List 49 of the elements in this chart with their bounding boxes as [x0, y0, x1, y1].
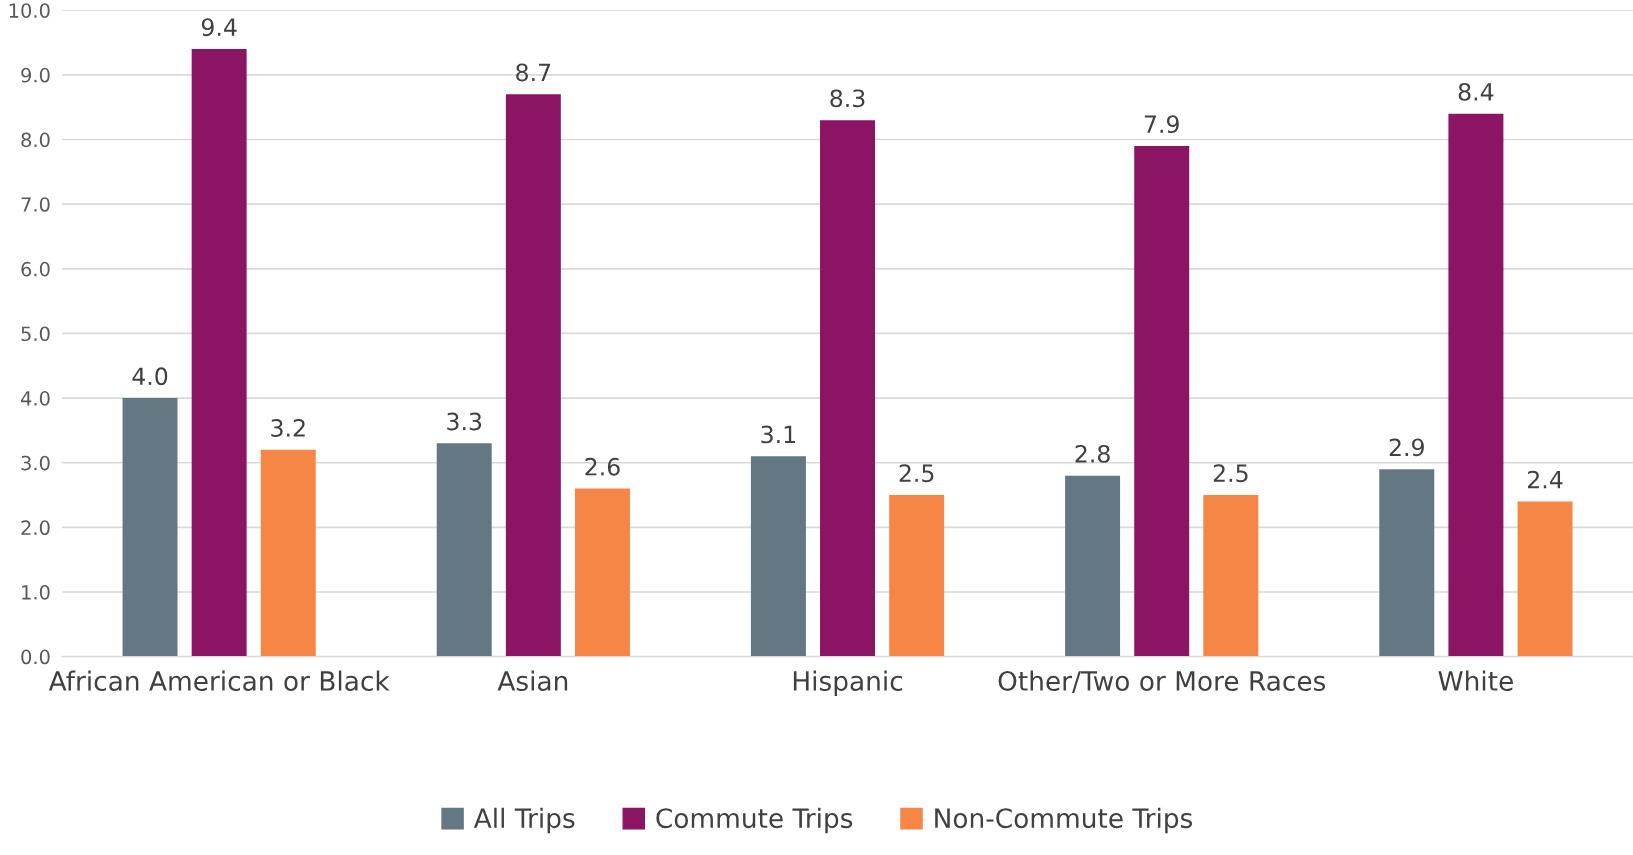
bar — [820, 120, 876, 657]
bar — [1065, 475, 1121, 657]
y-tick-label: 3.0 — [21, 455, 50, 471]
data-label: 2.8 — [1075, 444, 1110, 463]
x-tick-label: White — [1438, 670, 1513, 691]
data-label: 4.0 — [132, 367, 168, 386]
data-label: 7.9 — [1144, 115, 1179, 134]
bar — [191, 49, 247, 657]
y-tick-label: 0.0 — [21, 649, 50, 665]
bar — [260, 449, 316, 657]
data-label: 3.1 — [761, 425, 795, 444]
y-tick-label: 1.0 — [22, 584, 50, 600]
y-tick-label: 8.0 — [21, 132, 50, 148]
x-tick-label: Asian — [497, 670, 568, 691]
y-tick-label: 2.0 — [21, 520, 50, 536]
bar — [1134, 146, 1190, 657]
y-tick-label: 5.0 — [21, 326, 50, 342]
x-tick-label: Other/Two or More Races — [998, 670, 1326, 694]
legend-label: Non-Commute Trips — [935, 807, 1193, 834]
bar — [889, 495, 945, 657]
y-tick-label: 10.0 — [9, 3, 50, 18]
data-label: 3.2 — [271, 419, 305, 437]
data-label: 8.3 — [830, 89, 865, 108]
data-label: 3.3 — [447, 412, 482, 431]
bar — [574, 488, 630, 657]
x-tick-label: African American or Black — [48, 670, 390, 691]
data-label: 2.4 — [1527, 470, 1563, 489]
y-tick-label: 7.0 — [21, 197, 50, 212]
data-label: 2.5 — [1213, 464, 1248, 483]
legend-label: Commute Trips — [656, 807, 853, 834]
legend-label: All Trips — [473, 807, 575, 834]
bar — [1517, 501, 1573, 657]
bar — [1203, 495, 1259, 657]
bar — [505, 94, 561, 657]
data-label: 8.4 — [1458, 82, 1494, 101]
data-label: 2.6 — [585, 457, 620, 476]
bar — [436, 443, 492, 657]
data-label: 2.9 — [1389, 438, 1424, 457]
bar — [1379, 469, 1435, 657]
data-label: 2.5 — [899, 464, 934, 483]
data-label: 8.7 — [516, 63, 551, 82]
data-label: 9.4 — [201, 18, 237, 37]
y-tick-label: 9.0 — [21, 67, 50, 83]
y-tick-label: 6.0 — [21, 261, 50, 277]
bar — [122, 398, 178, 657]
y-tick-label: 4.0 — [20, 391, 50, 406]
x-tick-label: Hispanic — [793, 670, 903, 697]
bar — [1448, 113, 1504, 657]
bar — [750, 456, 806, 657]
